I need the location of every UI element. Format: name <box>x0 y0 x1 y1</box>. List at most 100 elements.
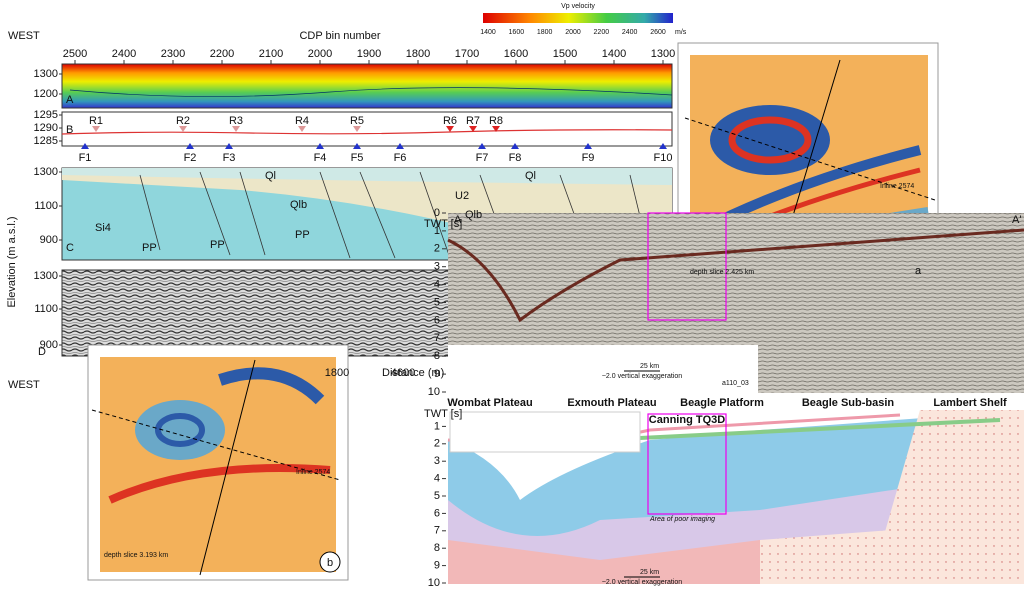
scale-label: 25 km <box>640 569 659 576</box>
receiver-marker <box>179 126 187 132</box>
receiver-marker <box>492 126 500 132</box>
unit-label: PP <box>295 229 310 241</box>
y-tick-label: 4 <box>434 279 440 291</box>
fault-label: F7 <box>476 152 489 164</box>
y-tick-label: 1300 <box>34 68 58 80</box>
colorbar-tick: 2000 <box>565 29 581 36</box>
axis-title: Elevation (m a.s.l.) <box>6 216 18 307</box>
fault-label: F8 <box>509 152 522 164</box>
receiver-label: R7 <box>466 115 480 127</box>
velocity-panel <box>61 63 673 109</box>
y-tick-label: 6 <box>434 314 440 326</box>
direction-label: WEST <box>8 30 40 42</box>
fault-label: F1 <box>79 152 92 164</box>
receiver-label: R5 <box>350 115 364 127</box>
fault-marker <box>186 143 194 149</box>
fault-marker <box>225 143 233 149</box>
cdp-tick: 1900 <box>357 48 381 60</box>
y-tick-label: 1100 <box>34 200 58 212</box>
cdp-tick: 2200 <box>210 48 234 60</box>
colorbar-tick: 1800 <box>537 29 553 36</box>
fault-marker <box>353 143 361 149</box>
seismic-section <box>447 212 1024 393</box>
slice-label: a <box>915 265 922 277</box>
fault-marker <box>584 143 592 149</box>
y-tick-label: 1 <box>434 420 440 432</box>
colorbar <box>483 13 673 23</box>
y-tick-label: 5 <box>434 490 440 502</box>
interpreted-section <box>447 410 1024 584</box>
distance-tick: 4600 <box>391 367 415 379</box>
colorbar-tick: 2400 <box>622 29 638 36</box>
y-tick-label: 7 <box>434 332 440 344</box>
receiver-label: R2 <box>176 115 190 127</box>
y-tick-label: 9 <box>434 560 440 572</box>
y-tick-label: 4 <box>434 473 440 485</box>
receiver-marker <box>446 126 454 132</box>
receiver-label: R1 <box>89 115 103 127</box>
fault-marker <box>659 143 667 149</box>
fault-label: F6 <box>394 152 407 164</box>
y-tick-label: 1295 <box>34 109 58 121</box>
exaggeration-note: ~2.0 vertical exaggeration <box>602 373 682 380</box>
fault-label: F10 <box>654 152 673 164</box>
y-tick-label: 8 <box>434 542 440 554</box>
y-tick-label: 1285 <box>34 135 58 147</box>
fault-label: F5 <box>351 152 364 164</box>
box-label: Canning TQ3D <box>649 414 725 426</box>
receiver-marker <box>232 126 240 132</box>
y-tick-label: 5 <box>434 296 440 308</box>
colorbar-tick: 1600 <box>509 29 525 36</box>
unit-label: Qlb <box>465 209 482 221</box>
fault-marker <box>316 143 324 149</box>
section-label: A' <box>1012 214 1021 226</box>
axis-title: CDP bin number <box>299 30 380 42</box>
y-tick-label: 3 <box>434 261 440 273</box>
fault-label: F3 <box>223 152 236 164</box>
receiver-label: R8 <box>489 115 503 127</box>
y-tick-label: 2 <box>434 243 440 255</box>
panel-label: C <box>66 242 74 254</box>
slice-caption: depth slice 3.193 km <box>104 552 168 559</box>
y-tick-label: 1300 <box>34 166 58 178</box>
cdp-tick: 2000 <box>308 48 332 60</box>
y-tick-label: 3 <box>434 455 440 467</box>
unit-label: Ql <box>525 170 536 182</box>
colorbar-title: Vp velocity <box>561 3 595 10</box>
y-tick-label: 2 <box>434 438 440 450</box>
y-tick-label: 900 <box>40 339 58 351</box>
receiver-label: R6 <box>443 115 457 127</box>
fault-label: F9 <box>582 152 595 164</box>
topography-panel <box>61 111 673 147</box>
fault-marker <box>511 143 519 149</box>
slice-caption: depth slice 2.425 km <box>690 269 754 276</box>
distance-tick: 1800 <box>325 367 349 379</box>
exaggeration-note: ~2.0 vertical exaggeration <box>602 579 682 586</box>
receiver-marker <box>353 126 361 132</box>
scale-label: 25 km <box>640 363 659 370</box>
line-label: Inline 2574 <box>880 183 914 190</box>
y-tick-label: 7 <box>434 525 440 537</box>
y-tick-label: 1200 <box>34 88 58 100</box>
unit-label: PP <box>210 239 225 251</box>
y-tick-label: 10 <box>428 577 440 589</box>
depth-slice-b <box>87 344 349 581</box>
direction-label: WEST <box>8 379 40 391</box>
y-tick-label: 1 <box>434 225 440 237</box>
section-label: A <box>454 214 462 226</box>
receiver-label: R4 <box>295 115 309 127</box>
fault-label: F2 <box>184 152 197 164</box>
cdp-tick: 1600 <box>504 48 528 60</box>
region-label: Lambert Shelf <box>933 397 1007 409</box>
y-tick-label: 6 <box>434 507 440 519</box>
unit-label: Ql <box>265 170 276 182</box>
y-tick-label: 900 <box>40 234 58 246</box>
receiver-marker <box>469 126 477 132</box>
cdp-tick: 1500 <box>553 48 577 60</box>
cdp-tick: 1400 <box>602 48 626 60</box>
fault-label: F4 <box>314 152 327 164</box>
cdp-tick: 1800 <box>406 48 430 60</box>
unit-label: U2 <box>455 190 469 202</box>
y-tick-label: 9 <box>434 368 440 380</box>
